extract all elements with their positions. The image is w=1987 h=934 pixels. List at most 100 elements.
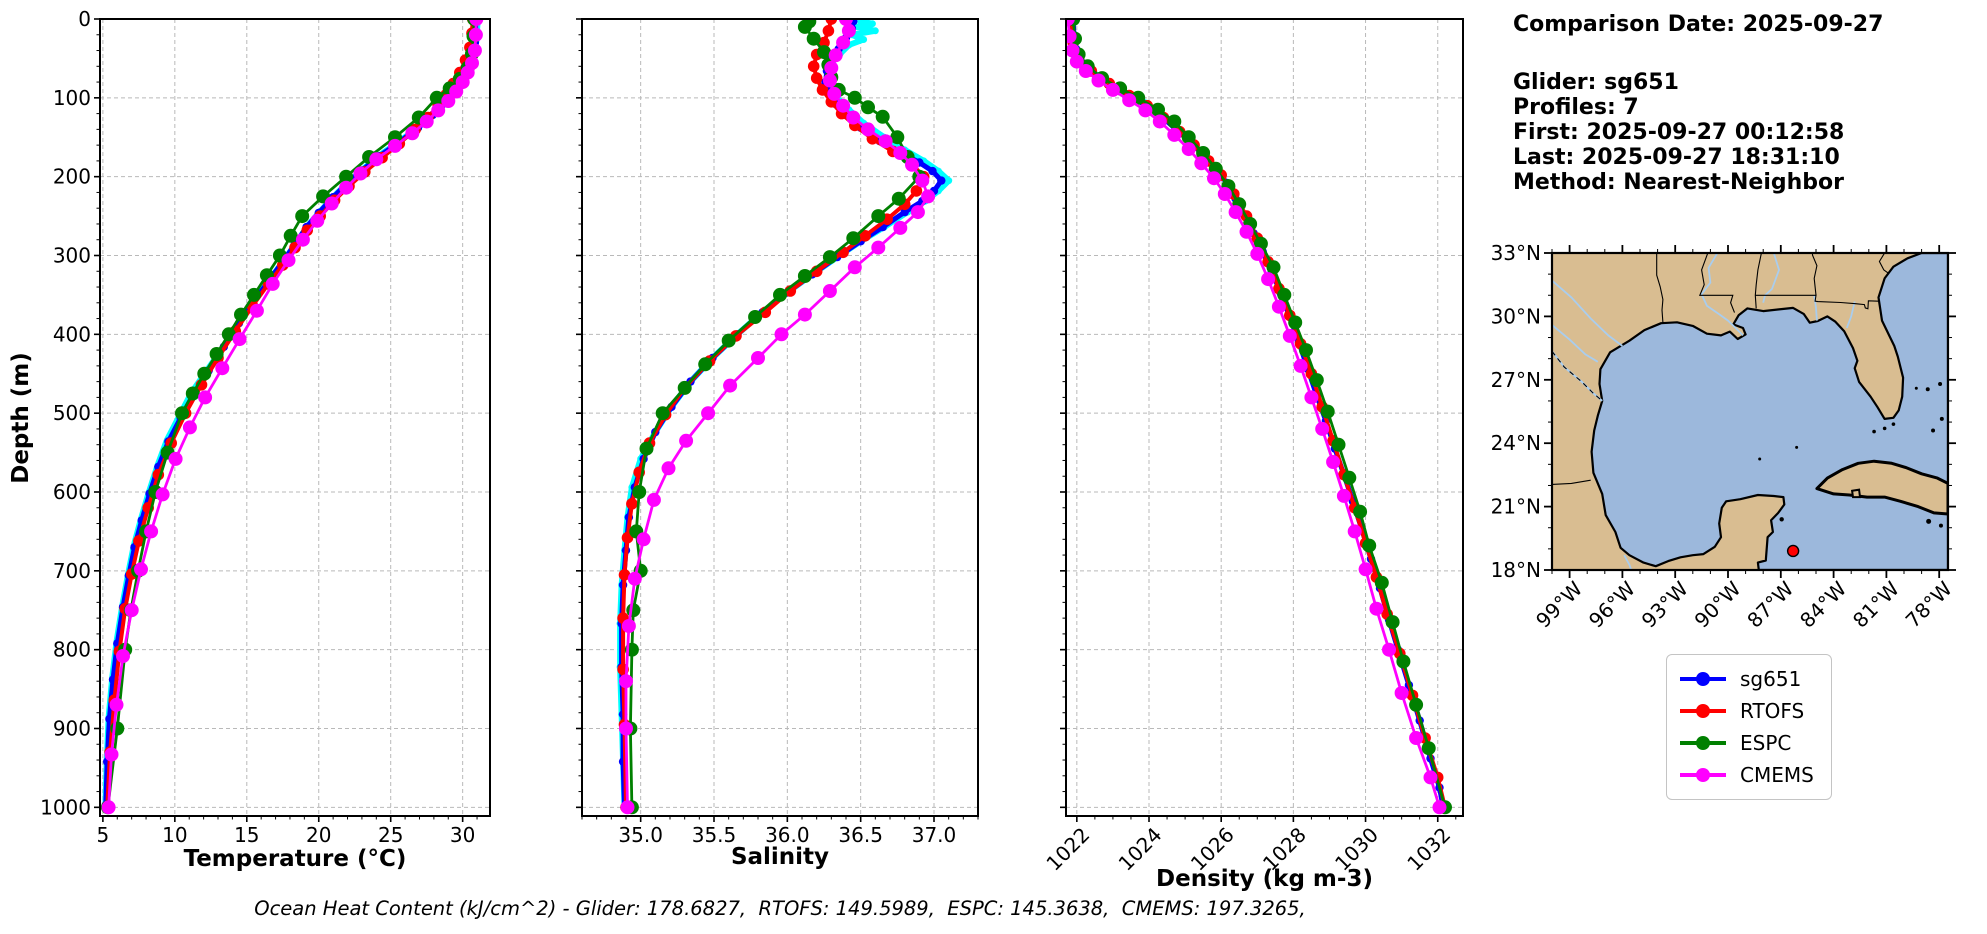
first-profile-time: First: 2025-09-27 00:12:58 <box>1513 120 1845 145</box>
glider-id: Glider: sg651 <box>1513 70 1679 95</box>
x-axis-label: Salinity <box>731 844 829 870</box>
svg-text:5: 5 <box>97 823 110 847</box>
svg-text:1000: 1000 <box>40 795 91 819</box>
svg-text:87°W: 87°W <box>1742 576 1798 632</box>
profiles-count: Profiles: 7 <box>1513 95 1639 120</box>
svg-text:600: 600 <box>53 480 91 504</box>
svg-text:400: 400 <box>53 322 91 346</box>
isle-of-youth <box>1850 488 1862 499</box>
grid-lines <box>100 19 490 816</box>
state-border <box>1755 294 1879 310</box>
series-layer <box>616 19 953 815</box>
svg-text:900: 900 <box>53 716 91 740</box>
svg-text:27°N: 27°N <box>1491 368 1541 392</box>
svg-text:800: 800 <box>53 638 91 662</box>
legend-line-marker-icon <box>1680 672 1726 686</box>
small-island <box>1779 517 1784 522</box>
legend-label: sg651 <box>1740 667 1802 691</box>
legend-item-sg651: sg651 <box>1679 663 1819 695</box>
ocean-heat-content-annotation: Ocean Heat Content (kJ/cm^2) - Glider: 1… <box>254 897 1306 920</box>
river <box>1762 253 1780 303</box>
gulf-of-mexico-map: 33°N 30°N 27°N 24°N 21°N 18°N99°W96°W93°W90°W… <box>1491 241 1957 633</box>
legend-label: CMEMS <box>1740 763 1814 787</box>
info-spacer <box>1513 37 1983 70</box>
axes-frame <box>581 18 979 817</box>
small-island <box>1931 428 1936 433</box>
svg-text:700: 700 <box>53 559 91 583</box>
cuba-island <box>1815 459 1948 516</box>
svg-text:18°N: 18°N <box>1491 558 1541 582</box>
svg-text:10: 10 <box>162 823 187 847</box>
svg-text:93°W: 93°W <box>1637 576 1693 632</box>
small-island <box>1758 457 1762 461</box>
comparison-date: Comparison Date: 2025-09-27 <box>1513 12 1884 37</box>
salinity-profile-chart: 35.0 35.5 36.0 36.5 37.0 Salinity <box>576 18 979 870</box>
svg-text:36.0: 36.0 <box>765 823 810 847</box>
svg-text:35.5: 35.5 <box>692 823 737 847</box>
state-border <box>1552 479 1591 485</box>
svg-text:36.5: 36.5 <box>838 823 883 847</box>
legend-item-rtofs: RTOFS <box>1679 695 1819 727</box>
state-border <box>1754 253 1762 309</box>
legend-line-marker-icon <box>1680 704 1726 718</box>
legend-box: sg651 RTOFS ESPC CMEMS <box>1666 654 1832 800</box>
svg-text:25: 25 <box>378 823 403 847</box>
svg-text:99°W: 99°W <box>1531 576 1587 632</box>
rio-grande-border <box>1552 350 1603 402</box>
svg-text:81°W: 81°W <box>1848 576 1904 632</box>
small-island <box>1938 523 1943 528</box>
svg-text:90°W: 90°W <box>1690 576 1746 632</box>
river <box>1552 324 1599 363</box>
svg-text:0: 0 <box>78 7 91 31</box>
river <box>1845 301 1856 329</box>
svg-text:30°N: 30°N <box>1491 304 1541 328</box>
series-sg651 <box>1069 19 1448 812</box>
last-profile-time: Last: 2025-09-27 18:31:10 <box>1513 145 1840 170</box>
svg-text:1022: 1022 <box>1041 823 1094 876</box>
legend-line-marker-icon <box>1680 736 1726 750</box>
x-axis-label: Density (kg m-3) <box>1156 866 1373 892</box>
x-tick-labels: 5 10 15 20 25 30 <box>97 823 476 847</box>
state-border <box>1656 253 1664 323</box>
small-island <box>1891 422 1896 426</box>
svg-text:500: 500 <box>53 401 91 425</box>
small-island <box>1938 382 1943 387</box>
river <box>1700 253 1744 337</box>
svg-text:21°N: 21°N <box>1491 495 1541 519</box>
svg-text:37.0: 37.0 <box>912 823 957 847</box>
axes-frame <box>1065 18 1464 817</box>
map-layers <box>1552 253 1948 570</box>
svg-text:100: 100 <box>53 86 91 110</box>
series-cmems <box>101 19 484 815</box>
legend-line-marker-icon <box>1680 768 1726 782</box>
svg-text:33°N: 33°N <box>1491 241 1541 265</box>
series-layer <box>1066 19 1452 815</box>
x-axis-label: Temperature (°C) <box>184 846 407 872</box>
river <box>1813 295 1818 321</box>
state-border <box>1878 253 1889 274</box>
series-sg651-raw <box>102 19 481 807</box>
legend-item-espc: ESPC <box>1679 727 1819 759</box>
small-island <box>1926 518 1932 524</box>
svg-text:15: 15 <box>234 823 259 847</box>
x-tick-labels: 35.0 35.5 36.0 36.5 37.0 <box>618 823 956 847</box>
state-border <box>1698 253 1736 313</box>
glider-position-marker <box>1786 544 1800 558</box>
svg-text:35.0: 35.0 <box>618 823 663 847</box>
svg-text:30: 30 <box>450 823 475 847</box>
axes-frame <box>99 18 491 817</box>
small-island <box>1914 386 1918 390</box>
state-border <box>1811 253 1818 296</box>
map-ticks <box>1544 245 1956 578</box>
svg-text:200: 200 <box>53 165 91 189</box>
svg-text:84°W: 84°W <box>1795 576 1851 632</box>
series-cmems <box>619 19 936 815</box>
svg-text:96°W: 96°W <box>1584 576 1640 632</box>
legend-item-cmems: CMEMS <box>1679 759 1819 791</box>
small-island <box>1795 445 1799 449</box>
small-island <box>1925 387 1930 392</box>
legend-label: ESPC <box>1740 731 1792 755</box>
map-frame <box>1550 251 1950 572</box>
